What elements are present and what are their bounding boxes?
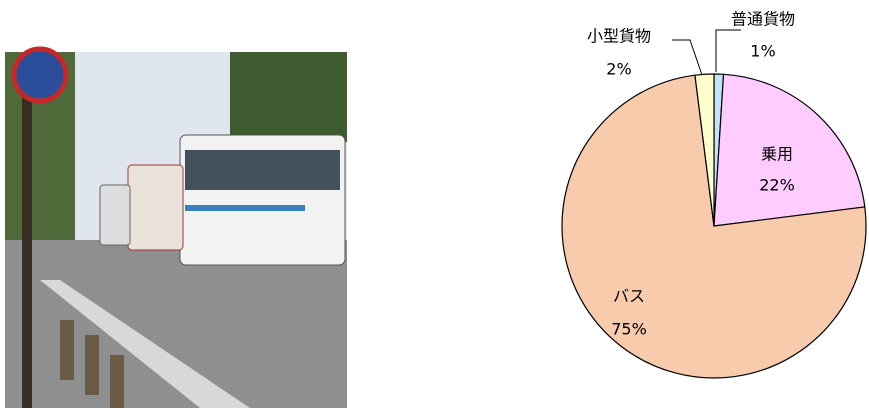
slice-value-label: 75% <box>611 320 647 339</box>
pie-chart: 普通貨物 1% 乗用 22% バス 75% 小型貨物 2% <box>561 10 867 379</box>
photo-road-line <box>40 280 250 408</box>
pie-slice <box>713 73 866 227</box>
leader-line <box>715 29 741 72</box>
slice-label: 普通貨物 <box>731 10 795 29</box>
photo-bus <box>127 164 184 251</box>
photo-post <box>60 320 74 380</box>
photo-bus <box>99 184 131 246</box>
slice-value-label: 1% <box>750 42 775 61</box>
photo-sign <box>11 46 69 104</box>
photo <box>5 46 347 408</box>
photo-pole <box>22 60 32 408</box>
photo-post <box>110 355 124 408</box>
photo-trees-right <box>230 52 347 142</box>
pie-slice <box>694 73 715 227</box>
slice-label: 乗用 <box>761 145 793 164</box>
leader-line <box>672 39 703 76</box>
slice-value-label: 22% <box>759 176 795 195</box>
slice-value-label: 2% <box>606 60 631 79</box>
pie-slice <box>561 74 867 379</box>
photo-bus-window <box>185 150 340 190</box>
slice-label: 小型貨物 <box>587 27 651 46</box>
slice-label: バス <box>613 287 645 306</box>
photo-bus-stripe <box>185 205 305 211</box>
photo-post <box>85 335 99 395</box>
